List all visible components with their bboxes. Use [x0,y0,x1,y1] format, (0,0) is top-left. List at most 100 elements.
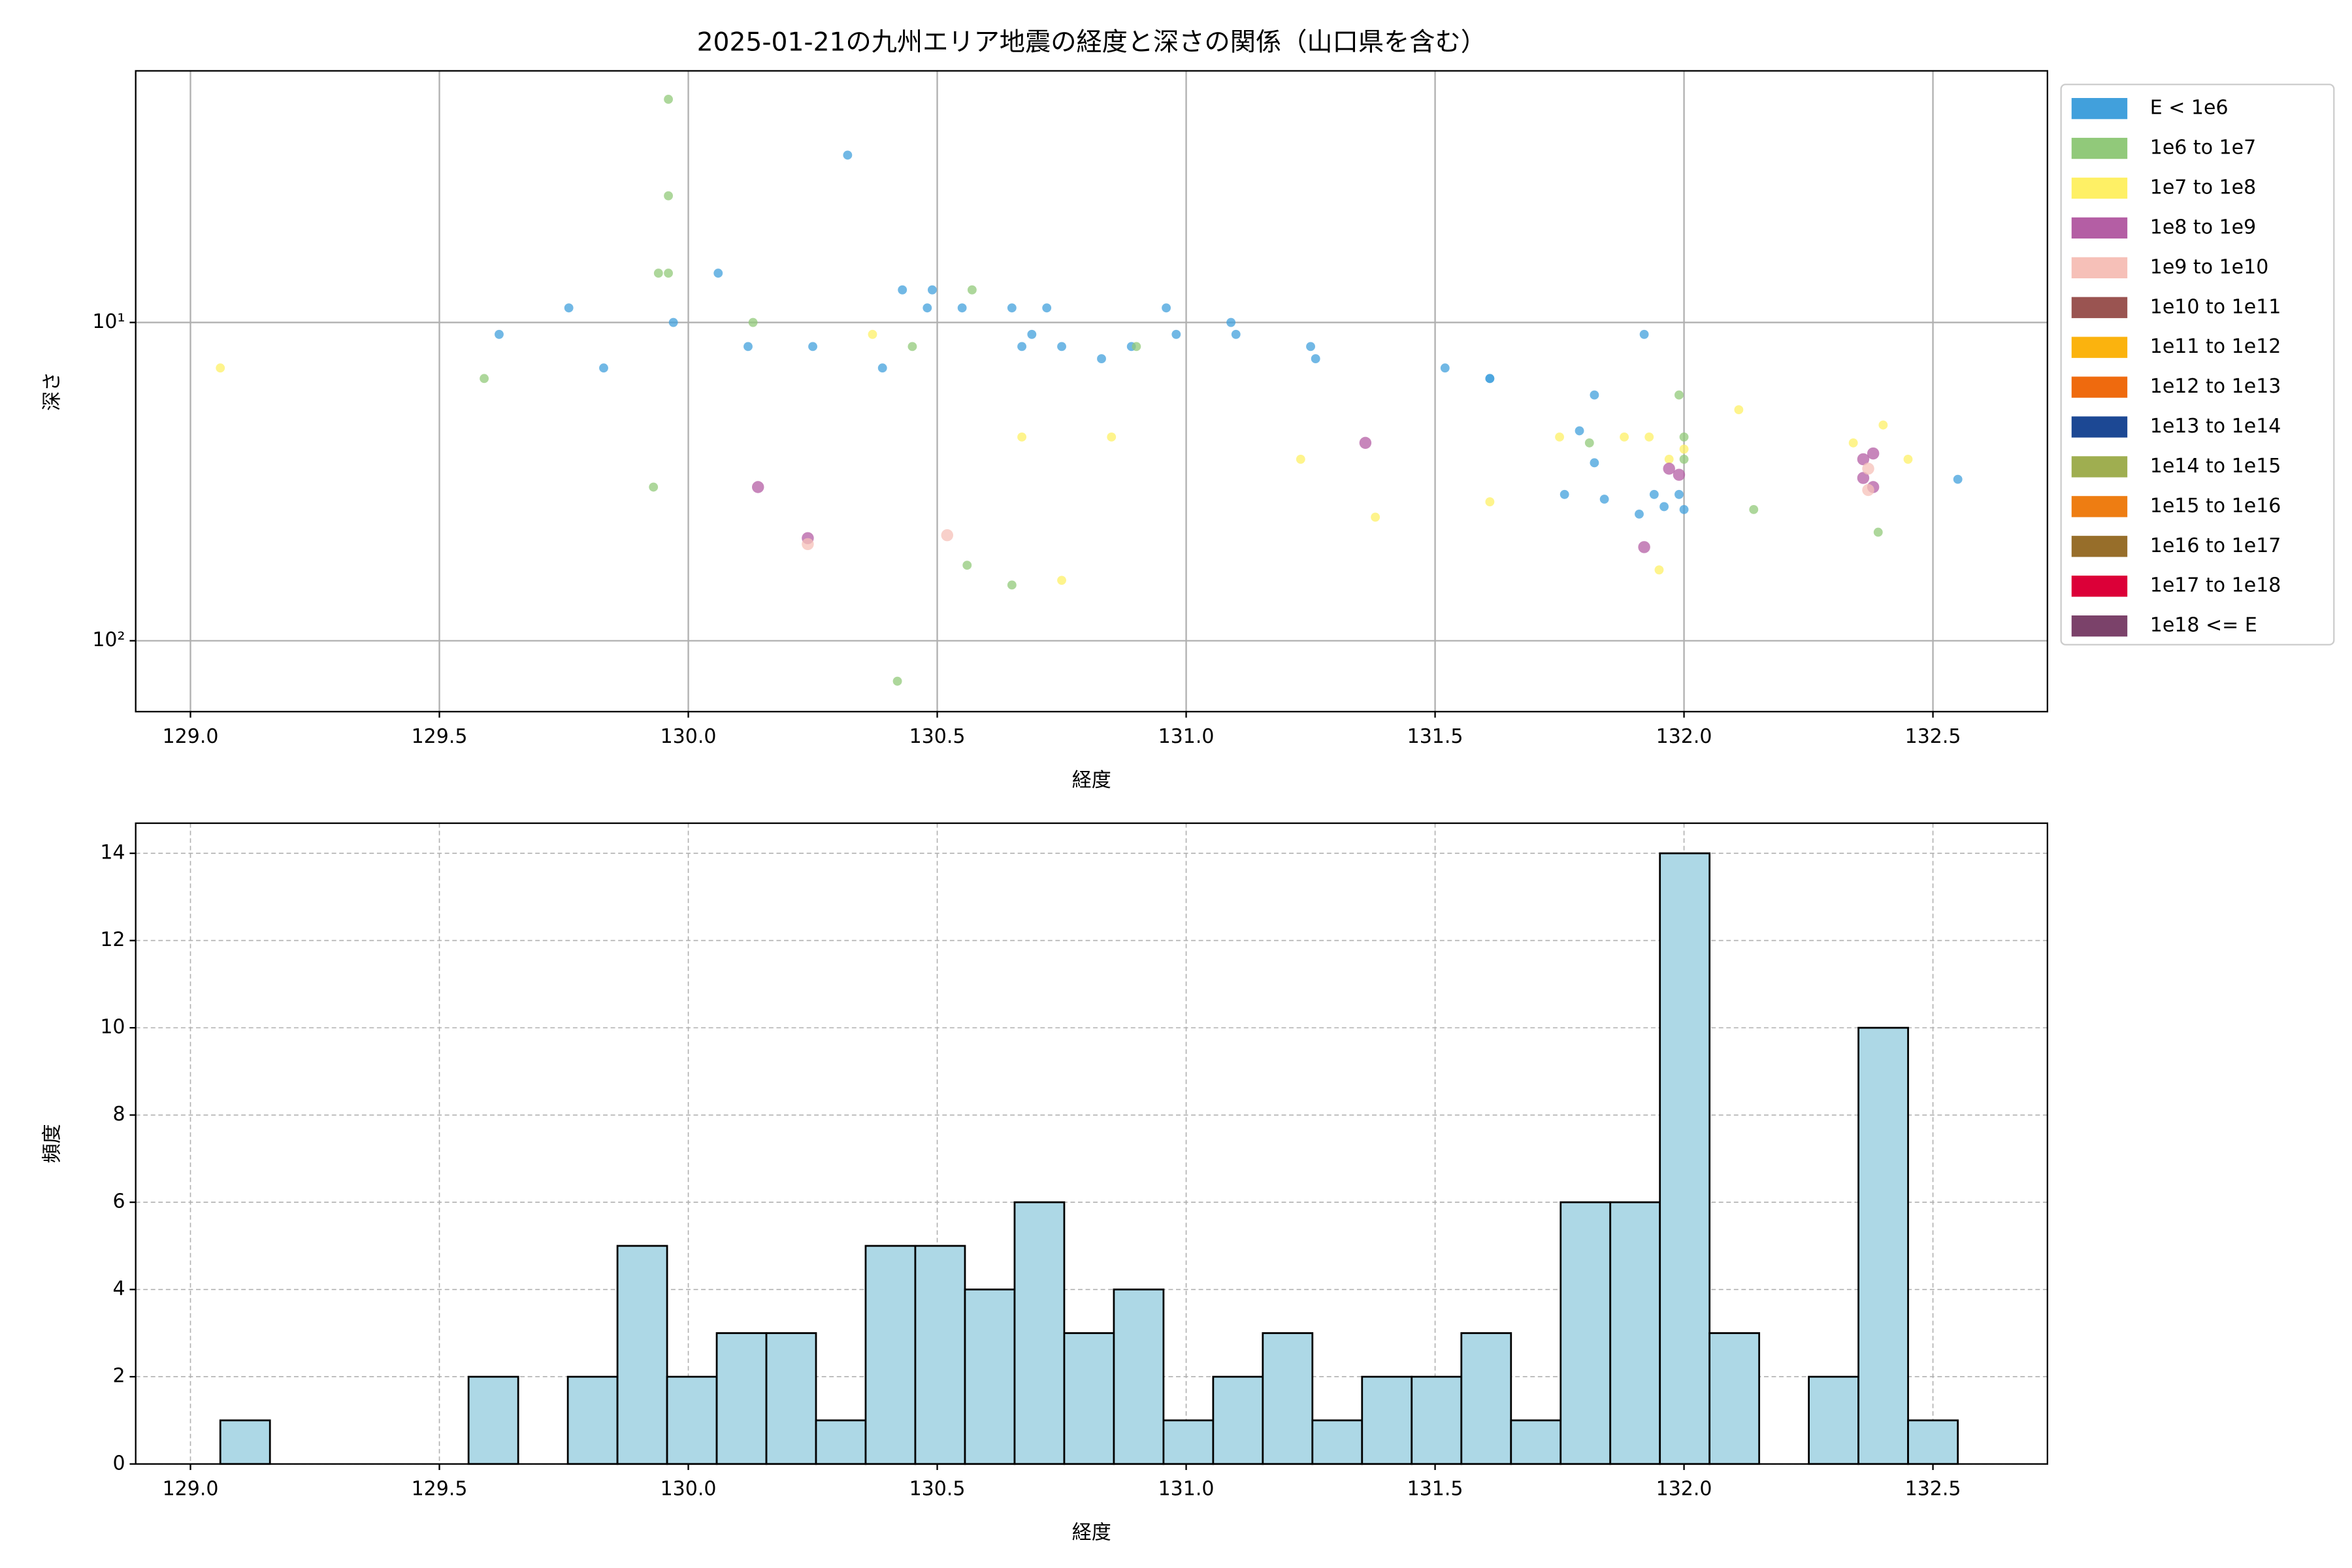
scatter-point [480,374,489,384]
scatter-point [1873,527,1883,537]
scatter-point [599,363,608,373]
scatter-point [1590,390,1599,400]
scatter-point [877,363,887,373]
scatter-point [1679,444,1689,454]
scatter-point [1857,453,1870,466]
scatter-point [1903,455,1913,464]
scatter-point [802,538,814,551]
y-axis-label: 頻度 [41,1124,63,1163]
scatter-point [941,529,954,542]
scatter-point [495,329,504,339]
scatter-point [1679,504,1689,514]
scatter-point [1620,432,1629,442]
scatter-point [1485,374,1495,384]
legend-swatch [2071,257,2128,278]
scatter-point [967,285,977,295]
histogram-bar [1063,1332,1115,1465]
x-tick-label: 132.5 [1905,725,1961,748]
legend-label: 1e8 to 1e9 [2150,216,2256,238]
scatter-point [1359,436,1372,449]
histogram-bar [864,1245,917,1465]
scatter-point [898,285,907,295]
scatter-point [1584,438,1594,448]
scatter-point [664,191,673,201]
legend-swatch [2071,297,2128,318]
y-axis-label: 深さ [41,372,63,411]
scatter-point [1017,432,1027,442]
histogram-bar [1857,1026,1909,1465]
x-tick-label: 130.5 [909,1478,966,1501]
scatter-point [1440,363,1450,373]
legend-frame [2060,84,2335,645]
scatter-point [1674,489,1684,499]
scatter-point [1226,318,1236,327]
histogram-bar [1609,1201,1661,1465]
legend-label: 1e18 <= E [2150,614,2257,637]
histogram-bar [1510,1419,1562,1465]
x-tick-label: 130.5 [909,725,966,748]
histogram-bar [1907,1419,1959,1465]
scatter-point [868,329,877,339]
legend-label: 1e12 to 1e13 [2150,375,2281,398]
scatter-point [1674,390,1684,400]
plot-frame [135,70,2048,713]
scatter-point [743,342,753,351]
scatter-point [1057,576,1066,585]
scatter-point [1673,468,1686,481]
scatter-point [713,269,723,278]
y-tick-label: 10¹ [92,310,125,333]
x-tick-label: 131.0 [1158,725,1215,748]
legend-swatch [2071,576,2128,597]
y-tick-label: 4 [112,1277,125,1300]
scatter-point [664,95,673,104]
histogram-bar [765,1332,817,1465]
legend-swatch [2071,177,2128,199]
scatter-point [1862,483,1874,497]
y-tick-label: 10 [100,1016,125,1039]
x-tick-label: 132.0 [1656,725,1712,748]
scatter-point [1654,565,1664,575]
legend-label: 1e10 to 1e11 [2150,295,2281,318]
y-tick-label: 0 [112,1452,125,1475]
scatter-point [1639,329,1649,339]
legend-label: 1e15 to 1e16 [2150,495,2281,517]
legend-swatch [2071,217,2128,239]
scatter-point [1679,432,1689,442]
histogram-bar [1560,1201,1612,1465]
histogram-bar [1162,1419,1215,1465]
x-tick-label: 132.0 [1656,1478,1712,1501]
histogram-bar [1113,1288,1165,1465]
scatter-point [1097,354,1106,363]
scatter-point [668,318,678,327]
scatter-point [751,481,764,493]
legend-swatch [2071,496,2128,517]
scatter-point [1007,303,1017,313]
scatter-point [808,342,817,351]
legend-swatch [2071,98,2128,120]
scatter-point [1371,512,1380,522]
chart-title: 2025-01-21の九州エリア地震の経度と深さの関係（山口県を含む） [697,27,1486,57]
scatter-point [1027,329,1037,339]
x-tick-label: 131.5 [1407,1478,1463,1501]
legend-label: 1e16 to 1e17 [2150,534,2281,557]
legend-swatch [2071,137,2128,159]
scatter-point [1296,455,1305,464]
scatter-point [1311,354,1320,363]
plot-frame [135,822,2048,1465]
x-tick-label: 131.5 [1407,725,1463,748]
scatter-point [1306,342,1315,351]
x-tick-label: 130.0 [661,725,717,748]
scatter-point [1734,405,1744,415]
scatter-point [1162,303,1171,313]
legend-swatch [2071,376,2128,398]
scatter-point [748,318,758,327]
x-tick-label: 131.0 [1158,1478,1215,1501]
y-tick-label: 14 [100,841,125,864]
x-axis-label: 経度 [1072,769,1111,792]
y-tick-label: 6 [112,1190,125,1213]
scatter-point [1017,342,1027,351]
scatter-point [1679,455,1689,464]
histogram-bar [1460,1332,1512,1465]
scatter-point [928,285,937,295]
histogram-bar [1708,1332,1761,1465]
